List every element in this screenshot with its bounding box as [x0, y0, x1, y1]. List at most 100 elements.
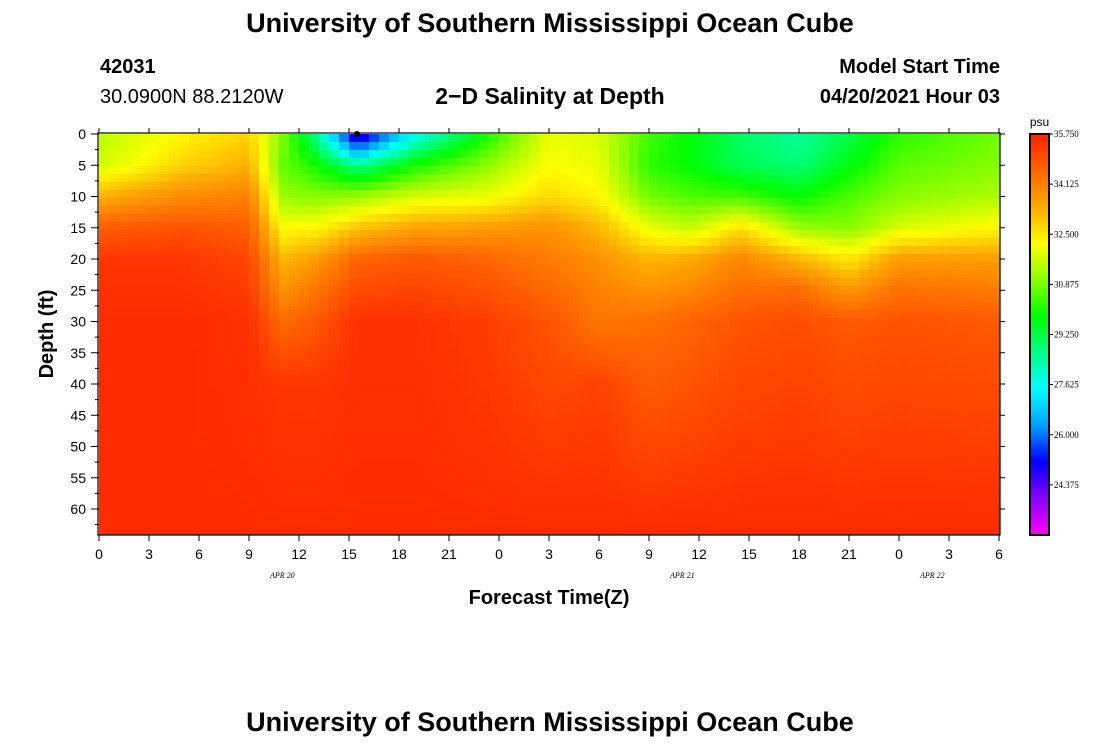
heatmap-cell — [739, 406, 750, 415]
heatmap-cell — [729, 158, 740, 167]
heatmap-cell — [749, 310, 760, 319]
heatmap-cell — [359, 230, 370, 239]
heatmap-cell — [269, 470, 280, 479]
heatmap-cell — [899, 406, 910, 415]
heatmap-cell — [219, 486, 230, 495]
heatmap-cell — [929, 238, 940, 247]
heatmap-cell — [109, 310, 120, 319]
heatmap-cell — [239, 294, 250, 303]
heatmap-cell — [969, 510, 980, 519]
heatmap-cell — [359, 198, 370, 207]
heatmap-cell — [759, 446, 770, 455]
heatmap-cell — [759, 150, 770, 159]
heatmap-cell — [539, 390, 550, 399]
heatmap-cell — [979, 318, 990, 327]
heatmap-cell — [259, 150, 270, 159]
heatmap-cell — [139, 294, 150, 303]
heatmap-cell — [439, 478, 450, 487]
heatmap-cell — [269, 438, 280, 447]
heatmap-cell — [589, 430, 600, 439]
heatmap-cell — [829, 166, 840, 175]
heatmap-cell — [279, 398, 290, 407]
heatmap-cell — [119, 198, 130, 207]
heatmap-cell — [529, 238, 540, 247]
heatmap-cell — [779, 310, 790, 319]
heatmap-cell — [489, 470, 500, 479]
heatmap-cell — [619, 342, 630, 351]
heatmap-cell — [889, 350, 900, 359]
heatmap-cell — [489, 166, 500, 175]
heatmap-cell — [359, 174, 370, 183]
heatmap-cell — [739, 390, 750, 399]
heatmap-cell — [889, 334, 900, 343]
heatmap-cell — [509, 406, 520, 415]
heatmap-cell — [359, 502, 370, 511]
heatmap-cell — [579, 134, 590, 143]
heatmap-cell — [259, 382, 270, 391]
heatmap-cell — [539, 318, 550, 327]
heatmap-cell — [549, 334, 560, 343]
heatmap-cell — [169, 198, 180, 207]
heatmap-cell — [149, 294, 160, 303]
heatmap-cell — [459, 414, 470, 423]
heatmap-cell — [159, 190, 170, 199]
heatmap-cell — [219, 166, 230, 175]
heatmap-cell — [429, 182, 440, 191]
heatmap-cell — [829, 502, 840, 511]
heatmap-cell — [349, 430, 360, 439]
heatmap-cell — [619, 206, 630, 215]
heatmap-cell — [749, 390, 760, 399]
heatmap-cell — [469, 166, 480, 175]
heatmap-cell — [699, 158, 710, 167]
heatmap-cell — [749, 206, 760, 215]
heatmap-cell — [919, 406, 930, 415]
heatmap-cell — [319, 486, 330, 495]
heatmap-cell — [499, 134, 510, 143]
heatmap-cell — [899, 166, 910, 175]
heatmap-cell — [819, 270, 830, 279]
heatmap-cell — [479, 494, 490, 503]
heatmap-cell — [629, 414, 640, 423]
heatmap-cell — [859, 478, 870, 487]
heatmap-cell — [929, 262, 940, 271]
heatmap-cell — [409, 134, 420, 143]
heatmap-cell — [419, 518, 430, 527]
heatmap-cell — [269, 502, 280, 511]
heatmap-cell — [149, 342, 160, 351]
heatmap-cell — [379, 278, 390, 287]
heatmap-cell — [429, 366, 440, 375]
heatmap-cell — [509, 174, 520, 183]
heatmap-cell — [759, 398, 770, 407]
heatmap-cell — [669, 262, 680, 271]
heatmap-cell — [219, 222, 230, 231]
heatmap-cell — [699, 206, 710, 215]
heatmap-cell — [249, 238, 260, 247]
heatmap-cell — [369, 334, 380, 343]
heatmap-cell — [839, 326, 850, 335]
heatmap-cell — [669, 518, 680, 527]
heatmap-cell — [909, 198, 920, 207]
heatmap-cell — [229, 382, 240, 391]
heatmap-cell — [199, 182, 210, 191]
heatmap-cell — [559, 470, 570, 479]
heatmap-cell — [709, 334, 720, 343]
heatmap-cell — [979, 214, 990, 223]
heatmap-cell — [869, 190, 880, 199]
heatmap-cell — [239, 406, 250, 415]
heatmap-cell — [979, 446, 990, 455]
heatmap-cell — [759, 222, 770, 231]
heatmap-cell — [159, 486, 170, 495]
heatmap-cell — [279, 374, 290, 383]
heatmap-cell — [499, 142, 510, 151]
heatmap-cell — [829, 374, 840, 383]
heatmap-cell — [479, 486, 490, 495]
heatmap-cell — [459, 462, 470, 471]
heatmap-cell — [659, 342, 670, 351]
heatmap-cell — [829, 446, 840, 455]
heatmap-cell — [439, 278, 450, 287]
heatmap-cell — [489, 302, 500, 311]
heatmap-cell — [799, 254, 810, 263]
heatmap-cell — [789, 150, 800, 159]
heatmap-cell — [239, 326, 250, 335]
heatmap-cell — [549, 230, 560, 239]
